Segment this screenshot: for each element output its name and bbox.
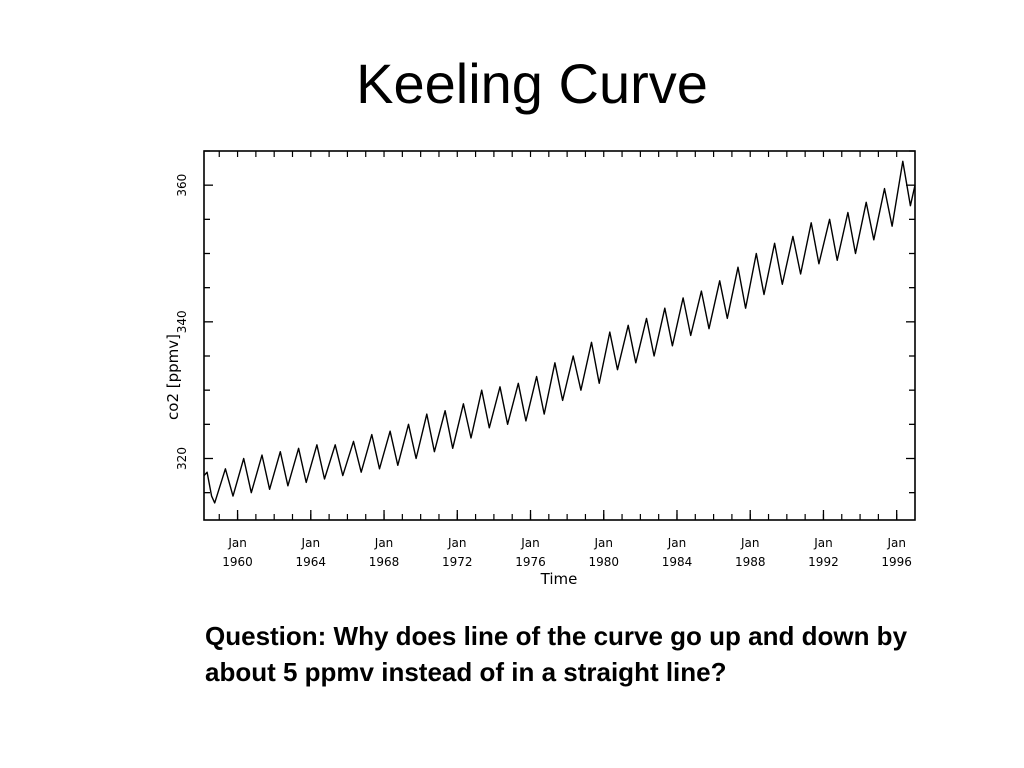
x-tick-label-month: Jan [740,536,760,550]
x-tick-label-month: Jan [886,536,906,550]
y-tick-label: 340 [175,310,189,333]
keeling-chart: 320 340 360 Jan 1960 Jan 1964 Jan 1968 Jan 1972 Jan… [160,140,940,600]
y-axis-title: co2 [ppmv] [164,334,182,420]
y-tick-label: 320 [175,447,189,470]
x-tick-label-year: 1992 [808,555,839,569]
x-tick-label-year: 1976 [515,555,546,569]
x-tick-label-month: Jan [227,536,247,550]
plot-area [203,150,916,521]
x-tick-label-month: Jan [667,536,687,550]
y-tick-label: 360 [175,174,189,197]
x-tick-label-month: Jan [520,536,540,550]
slide-title: Keeling Curve [356,52,708,115]
x-tick-label-year: 1984 [662,555,693,569]
series-layer [203,160,916,504]
x-axis-title: Time [540,570,578,588]
x-tick-label-year: 1960 [222,555,253,569]
x-tick-label-month: Jan [374,536,394,550]
x-tick-label-month: Jan [301,536,321,550]
tick-labels: 320 340 360 Jan 1960 Jan 1964 Jan 1968 Jan 1972 Jan… [175,174,912,569]
co2-series-line [203,160,916,504]
x-tick-label-month: Jan [813,536,833,550]
chart-svg: 320 340 360 Jan 1960 Jan 1964 Jan 1968 Jan 1972 Jan… [164,150,916,588]
x-tick-label-year: 1964 [296,555,327,569]
x-tick-label-year: 1968 [369,555,400,569]
x-tick-label-year: 1972 [442,555,473,569]
x-tick-label-year: 1980 [588,555,619,569]
plot-frame [203,150,916,521]
x-tick-label-year: 1988 [735,555,766,569]
x-tick-label-month: Jan [447,536,467,550]
x-tick-label-year: 1996 [881,555,912,569]
axis-ticks [204,150,915,520]
question-text: Question: Why does line of the curve go … [205,621,908,687]
x-tick-label-month: Jan [593,536,613,550]
